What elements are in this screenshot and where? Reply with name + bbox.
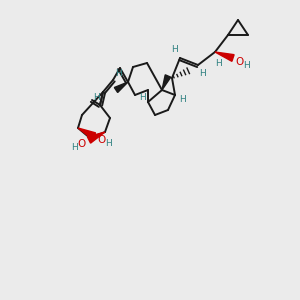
Text: O: O (78, 139, 86, 149)
Text: H: H (214, 59, 221, 68)
Text: O: O (235, 57, 243, 67)
Text: H: H (180, 94, 186, 103)
Polygon shape (215, 52, 234, 61)
Text: H: H (139, 94, 145, 103)
Text: O: O (98, 135, 106, 145)
Text: H: H (106, 140, 112, 148)
Polygon shape (162, 75, 171, 90)
Text: H: H (200, 68, 206, 77)
Text: H: H (116, 70, 122, 79)
Polygon shape (78, 128, 96, 139)
Text: H: H (172, 46, 178, 55)
Polygon shape (87, 132, 105, 143)
Polygon shape (114, 82, 128, 92)
Text: H: H (94, 94, 100, 103)
Text: H: H (72, 143, 78, 152)
Text: H: H (243, 61, 249, 70)
